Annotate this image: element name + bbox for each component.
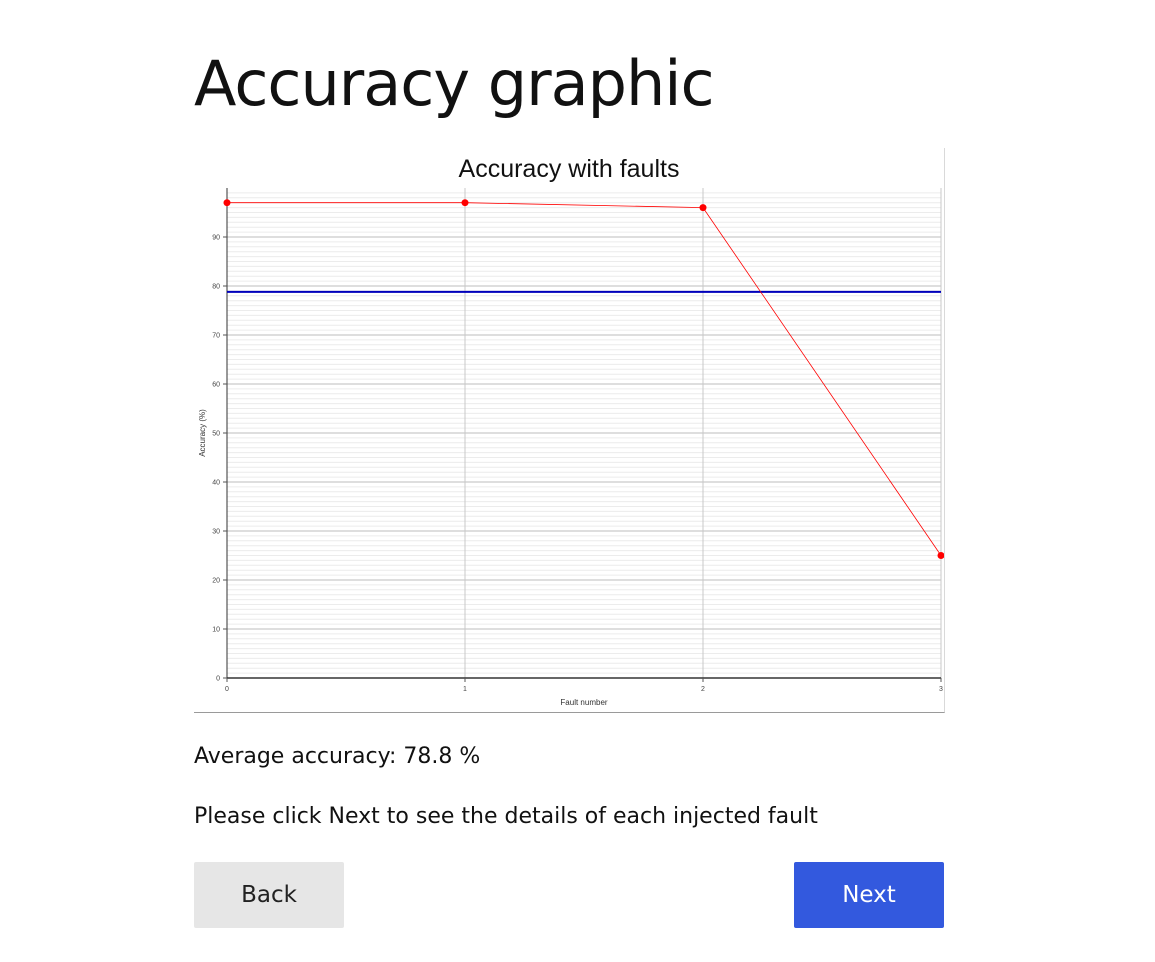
y-tick-label: 20 xyxy=(212,578,220,585)
instruction-text: Please click Next to see the details of … xyxy=(194,804,818,829)
y-tick-label: 80 xyxy=(212,284,220,291)
y-tick-label: 60 xyxy=(212,382,220,389)
x-tick-label: 0 xyxy=(225,686,229,693)
y-tick-label: 90 xyxy=(212,235,220,242)
y-tick-label: 50 xyxy=(212,431,220,438)
data-point xyxy=(461,199,469,207)
y-tick-label: 0 xyxy=(216,676,220,683)
accuracy-chart-svg: 0 10 20 30 40 50 60 70 80 90 0 1 2 3 Accuracy with fau… xyxy=(198,155,944,707)
series-line xyxy=(227,202,942,556)
data-point xyxy=(223,199,231,207)
next-button[interactable]: Next xyxy=(794,862,944,928)
average-accuracy-text: Average accuracy: 78.8 % xyxy=(194,744,481,769)
y-tick-label: 40 xyxy=(212,480,220,487)
y-tick-label: 30 xyxy=(212,529,220,536)
x-tick-label: 1 xyxy=(463,686,467,693)
y-tick-label: 10 xyxy=(212,627,220,634)
chart-title: Accuracy with faults xyxy=(459,155,680,183)
page-title: Accuracy graphic xyxy=(194,47,715,120)
y-axis-label: Accuracy (%) xyxy=(198,409,207,457)
x-tick-label: 3 xyxy=(939,686,943,693)
back-button[interactable]: Back xyxy=(194,862,344,928)
x-tick-label: 2 xyxy=(701,686,705,693)
data-point xyxy=(699,204,707,212)
x-axis-label: Fault number xyxy=(560,698,607,707)
accuracy-chart: 0 10 20 30 40 50 60 70 80 90 0 1 2 3 Accuracy with fau… xyxy=(194,148,945,713)
y-tick-label: 70 xyxy=(212,333,220,340)
data-point xyxy=(937,552,944,559)
